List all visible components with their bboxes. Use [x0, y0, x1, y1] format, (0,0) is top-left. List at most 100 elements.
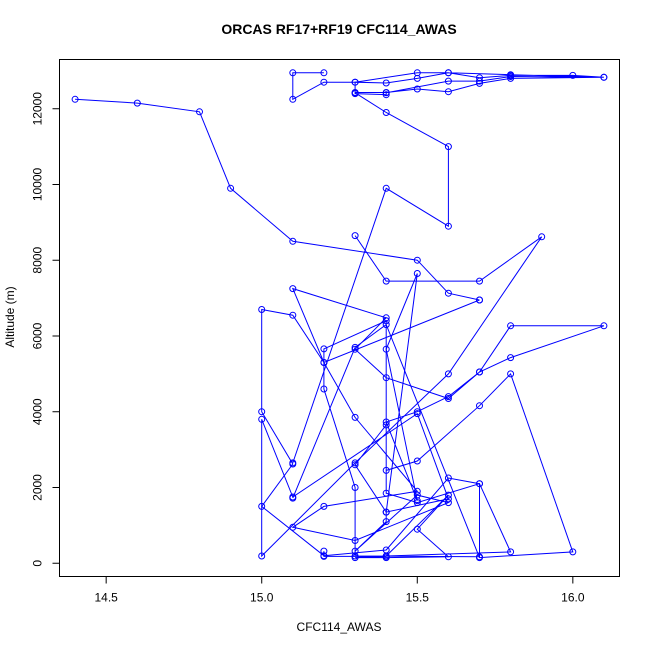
data-point — [476, 402, 483, 410]
data-point — [196, 108, 203, 116]
x-tick-label: 16.0 — [561, 591, 585, 605]
data-point — [444, 88, 452, 96]
data-point — [320, 78, 328, 86]
data-point — [382, 418, 390, 426]
data-point — [320, 69, 328, 77]
data-point — [413, 270, 421, 277]
data-point — [351, 461, 359, 469]
data-point — [444, 370, 452, 378]
data-point — [382, 91, 390, 99]
data-point — [382, 314, 390, 322]
series-line-1 — [75, 98, 480, 301]
data-point — [444, 393, 452, 401]
data-point — [289, 523, 297, 531]
data-point — [538, 233, 546, 241]
data-point — [507, 322, 515, 330]
data-point — [444, 289, 452, 297]
data-point — [507, 354, 515, 362]
data-point — [320, 547, 328, 555]
data-point — [413, 408, 421, 416]
plot-frame — [59, 59, 620, 577]
data-point — [507, 370, 515, 378]
data-point — [320, 345, 328, 353]
data-point — [258, 502, 266, 510]
data-point — [133, 99, 141, 107]
data-point — [413, 487, 421, 495]
y-tick-label: 10000 — [31, 167, 45, 201]
data-point — [382, 345, 390, 353]
data-point — [258, 306, 266, 313]
data-point — [289, 311, 297, 319]
data-point — [476, 277, 483, 285]
data-point — [569, 71, 577, 79]
data-point — [444, 499, 452, 507]
data-point — [351, 232, 359, 240]
data-point — [507, 73, 515, 80]
data-point — [476, 368, 483, 376]
data-point — [413, 410, 421, 418]
data-point — [413, 491, 421, 499]
data-point — [289, 285, 297, 293]
y-axis-label: Altitude (m) — [3, 286, 17, 347]
data-point — [227, 184, 235, 192]
data-point — [382, 466, 390, 474]
data-point — [258, 415, 266, 423]
data-point — [444, 474, 452, 482]
data-point — [289, 69, 297, 77]
data-point — [351, 343, 359, 351]
chart-title: ORCAS RF17+RF19 CFC114_AWAS — [221, 21, 456, 37]
data-point — [444, 395, 452, 402]
data-point — [258, 552, 266, 560]
y-tick-label: 0 — [31, 560, 45, 567]
data-point — [413, 85, 421, 93]
data-point — [382, 89, 390, 97]
x-tick-label: 14.5 — [94, 591, 118, 605]
data-point — [320, 502, 328, 510]
data-point — [600, 322, 608, 330]
data-point — [320, 359, 328, 366]
y-tick-label: 4000 — [31, 398, 45, 425]
data-point — [507, 74, 515, 82]
y-tick-label: 6000 — [31, 322, 45, 349]
data-point — [569, 548, 577, 556]
data-point — [444, 495, 452, 503]
data-point — [476, 296, 483, 304]
data-point — [351, 459, 359, 467]
data-point — [289, 494, 297, 502]
data-point — [351, 552, 359, 560]
x-tick-label: 15.0 — [250, 591, 274, 605]
data-point — [351, 484, 359, 491]
data-point — [71, 95, 79, 103]
data-point — [382, 552, 390, 560]
series-layer — [71, 69, 608, 562]
data-point — [382, 374, 390, 382]
data-point — [476, 480, 483, 488]
data-point — [444, 553, 452, 561]
data-point — [476, 79, 483, 87]
data-point — [289, 459, 297, 467]
x-tick-label: 15.5 — [406, 591, 430, 605]
data-point — [382, 321, 390, 329]
data-point — [413, 256, 421, 264]
x-axis: 14.5 15.0 15.5 16.0 — [94, 576, 585, 605]
data-point — [413, 457, 421, 465]
data-point — [351, 413, 359, 421]
data-point — [507, 548, 515, 556]
data-point — [413, 499, 421, 507]
data-point — [289, 237, 297, 245]
y-axis: 0 2000 4000 6000 8000 10000 12000 — [31, 92, 60, 567]
data-point — [382, 277, 390, 285]
series-line-4 — [292, 72, 604, 464]
data-point — [320, 552, 328, 560]
data-point — [382, 508, 390, 516]
data-point — [413, 74, 421, 82]
data-point — [382, 518, 390, 526]
data-point — [382, 489, 390, 497]
data-point — [382, 184, 390, 192]
data-point — [382, 109, 390, 116]
data-point — [351, 78, 359, 86]
data-point — [444, 77, 452, 85]
series-line-3 — [261, 235, 574, 559]
